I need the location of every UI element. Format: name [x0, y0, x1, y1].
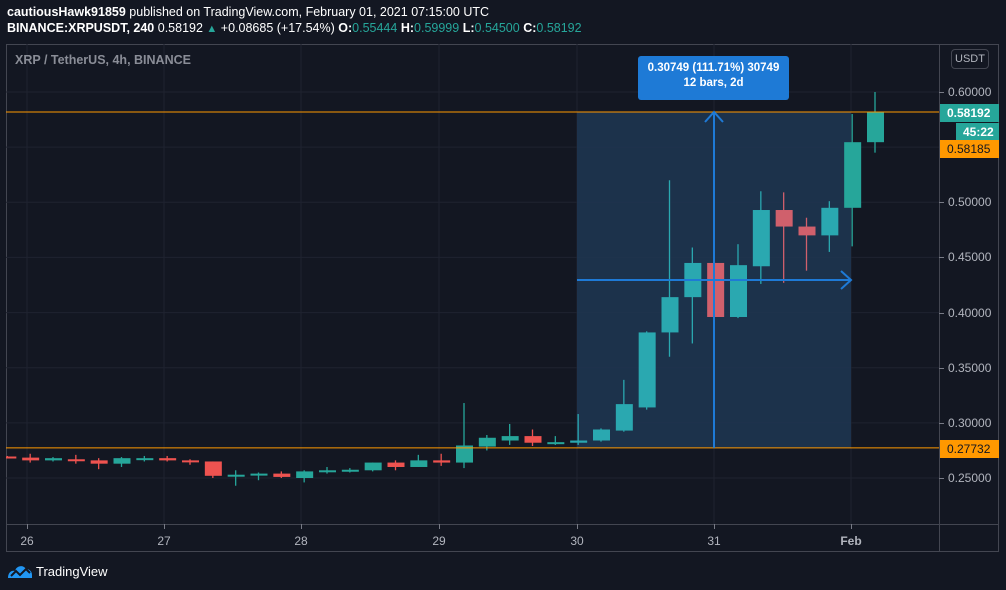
time-tick-label: 27	[157, 534, 171, 548]
chart-frame	[6, 44, 999, 552]
price-tick-mark	[939, 422, 944, 424]
time-tick-label: 26	[20, 534, 34, 548]
candlestick-chart	[6, 44, 939, 524]
high-value: 0.59999	[414, 21, 460, 35]
price-tick-mark	[939, 92, 944, 93]
upper-line-badge: 0.58185	[940, 140, 999, 158]
time-tick-label: 30	[570, 534, 584, 548]
high-label: H:	[400, 21, 415, 35]
price-axis-border	[939, 44, 940, 552]
time-tick-label: Feb	[840, 534, 862, 548]
low-label: L:	[462, 21, 475, 35]
time-tick-mark	[164, 524, 165, 529]
price-tick-mark	[939, 367, 944, 369]
publish-info: cautiousHawk91859 published on TradingVi…	[7, 5, 489, 19]
last-price-badge: 0.58192	[940, 104, 999, 122]
time-tick-label: 28	[294, 534, 308, 548]
time-tick-mark	[714, 524, 715, 529]
time-tick-mark	[577, 524, 578, 529]
close-value: 0.58192	[536, 21, 582, 35]
time-tick-mark	[851, 524, 852, 529]
price-tick-label: 0.50000	[948, 195, 992, 210]
chart-title: XRP / TetherUS, 4h, BINANCE	[15, 53, 191, 67]
price-change: +0.08685 (+17.54%)	[220, 21, 335, 35]
price-tick-mark	[939, 478, 944, 479]
brand-name: TradingView	[36, 563, 108, 579]
countdown-badge: 45:22	[956, 123, 999, 141]
up-triangle-icon: ▲	[206, 23, 218, 35]
symbol-name: BINANCE:XRPUSDT, 240	[7, 21, 155, 35]
price-tick-label: 0.35000	[948, 360, 992, 375]
tradingview-logo-icon	[8, 566, 32, 578]
symbol-info: BINANCE:XRPUSDT, 240 0.58192 ▲ +0.08685 …	[7, 21, 582, 35]
close-label: C:	[523, 21, 537, 35]
last-price: 0.58192	[157, 21, 203, 35]
time-tick-label: 29	[432, 534, 446, 548]
time-tick-mark	[439, 524, 440, 529]
price-tick-mark	[939, 312, 944, 314]
low-value: 0.54500	[474, 21, 520, 35]
measure-bars: 12 bars, 2d	[683, 77, 744, 89]
measure-change: 0.30749 (111.71%) 30749	[647, 62, 780, 74]
currency-button[interactable]: USDT	[951, 49, 989, 69]
open-value: 0.55444	[352, 21, 398, 35]
price-tick-label: 0.25000	[948, 471, 992, 485]
open-label: O:	[338, 21, 353, 35]
price-tick-mark	[939, 202, 944, 204]
time-tick-label: 31	[707, 534, 721, 548]
price-tick-mark	[939, 257, 944, 259]
tradingview-brand[interactable]: TradingView	[7, 563, 108, 579]
price-tick-label: 0.40000	[948, 305, 992, 320]
time-tick-mark	[301, 524, 302, 529]
price-tick-label: 0.45000	[948, 250, 992, 265]
time-axis-border	[6, 524, 999, 525]
lower-line-badge: 0.27732	[940, 440, 999, 458]
measure-tooltip: 0.30749 (111.71%) 30749 12 bars, 2d	[638, 56, 789, 100]
price-tick-label: 0.30000	[948, 415, 992, 430]
chart-plot-area[interactable]	[6, 44, 939, 524]
author-name[interactable]: cautiousHawk91859	[7, 5, 126, 19]
price-tick-label: 0.60000	[948, 85, 992, 99]
time-tick-mark	[27, 524, 28, 529]
publish-text: published on TradingView.com, February 0…	[129, 5, 490, 19]
